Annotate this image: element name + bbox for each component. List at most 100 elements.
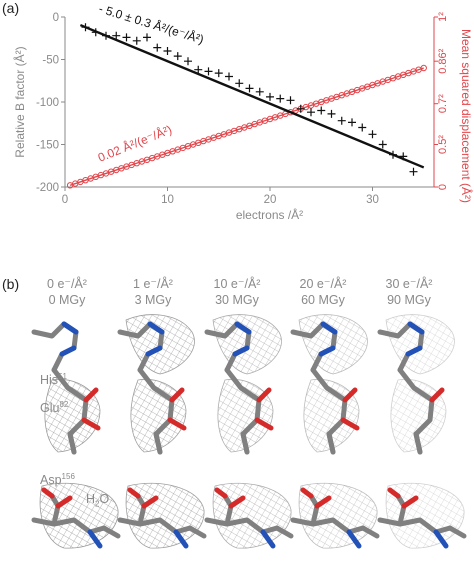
bond <box>173 529 189 549</box>
right-tick-label: 0.7² <box>437 94 449 113</box>
bond <box>145 345 163 357</box>
b-factor-point <box>348 118 356 127</box>
bond <box>405 345 423 357</box>
x-axis-label: electrons /Å² <box>236 207 303 222</box>
dose-label: 10 e⁻/Å² <box>213 277 261 291</box>
bond <box>300 487 314 499</box>
bond <box>433 529 449 549</box>
bond <box>314 495 332 509</box>
b-factor-point <box>122 33 131 42</box>
water-label: H2O <box>86 492 110 509</box>
bond <box>256 387 272 403</box>
b-factor-point <box>317 106 326 115</box>
bond <box>447 525 467 539</box>
bond <box>59 345 77 357</box>
x-tick-label: 10 <box>161 194 174 206</box>
bond <box>274 525 294 539</box>
dose-label: 30 e⁻/Å² <box>385 277 433 291</box>
bond <box>387 487 401 499</box>
y-axis-label: Relative B factor (Å²) <box>12 46 27 157</box>
panel-a-label: (a) <box>2 0 20 16</box>
x-tick-label: 20 <box>264 194 277 206</box>
bond <box>67 431 77 455</box>
bond <box>407 321 425 335</box>
bond <box>413 431 423 455</box>
mgy-label: 60 MGy <box>301 293 345 307</box>
b-factor-point <box>389 150 397 159</box>
bond <box>318 345 336 357</box>
mgy-label: 0 MGy <box>48 293 86 307</box>
bond <box>326 431 336 455</box>
bond <box>377 517 453 535</box>
bond <box>153 431 163 455</box>
y-tick-label: -50 <box>42 55 59 67</box>
b-factor-point <box>307 108 315 117</box>
x-tick-label: 0 <box>62 194 68 206</box>
bond <box>360 525 380 539</box>
b-factor-point <box>266 92 274 101</box>
bond <box>31 321 79 373</box>
dose-label: 20 e⁻/Å² <box>299 277 347 291</box>
bond <box>55 495 73 509</box>
bond <box>290 517 366 535</box>
y-tick-label: 0 <box>53 12 59 24</box>
bond <box>340 417 360 431</box>
b-factor-point <box>184 57 192 66</box>
bond <box>147 321 165 335</box>
b-factor-point <box>81 23 90 32</box>
bond <box>320 321 338 335</box>
column-header-1: 1 e⁻/Å² 3 MGy <box>110 276 196 308</box>
bond <box>401 495 419 509</box>
b-factor-point <box>225 72 233 81</box>
structure-tile-0 <box>31 321 121 549</box>
right-axis-label: Mean squared displacement (Å²) <box>459 29 474 203</box>
bond <box>214 487 228 499</box>
b-factor-point <box>368 130 377 139</box>
column-header-3: 20 e⁻/Å² 60 MGy <box>280 276 366 308</box>
b-factor-point <box>358 123 367 132</box>
black-fit-line <box>79 23 425 169</box>
b-factor-point <box>173 52 182 61</box>
bond <box>41 487 55 499</box>
structure-tile-1 <box>117 314 207 549</box>
b-factor-point <box>286 96 295 105</box>
bond <box>234 321 252 335</box>
bond <box>31 517 107 535</box>
b-factor-point <box>255 87 264 96</box>
bond <box>87 529 103 549</box>
density-map-grid <box>31 314 467 549</box>
b-factor-point <box>399 152 408 161</box>
y-tick-label: -100 <box>36 97 59 109</box>
mgy-label: 90 MGy <box>387 293 431 307</box>
bond <box>127 487 141 499</box>
bond <box>117 517 193 535</box>
b-factor-point <box>245 84 254 93</box>
bond <box>83 387 99 403</box>
b-factor-point <box>337 116 346 125</box>
x-tick-label: 30 <box>366 194 379 206</box>
b-factor-point <box>163 47 172 55</box>
b-factor-point <box>378 140 387 149</box>
b-factor-point <box>409 167 418 176</box>
b-factor-point <box>132 36 141 45</box>
mgy-label: 30 MGy <box>215 293 259 307</box>
column-header-2: 10 e⁻/Å² 30 MGy <box>194 276 280 308</box>
b-factor-point <box>327 109 336 118</box>
right-tick-label: 0 <box>437 184 449 190</box>
b-factor-point <box>143 33 151 42</box>
his-label: His51 <box>40 372 67 388</box>
b-factor-point <box>204 67 213 76</box>
bond <box>260 529 276 549</box>
bond <box>240 431 250 455</box>
bond <box>101 525 121 539</box>
b-factor-point <box>91 28 100 37</box>
panel-b-label: (b) <box>2 276 20 292</box>
bond <box>167 417 187 431</box>
bond <box>429 387 445 403</box>
structure-tile-4 <box>377 314 467 549</box>
b-factor-point <box>102 31 110 40</box>
structure-tile-3 <box>290 314 380 549</box>
bond <box>228 495 246 509</box>
column-header-0: 0 e⁻/Å² 0 MGy <box>24 276 110 308</box>
